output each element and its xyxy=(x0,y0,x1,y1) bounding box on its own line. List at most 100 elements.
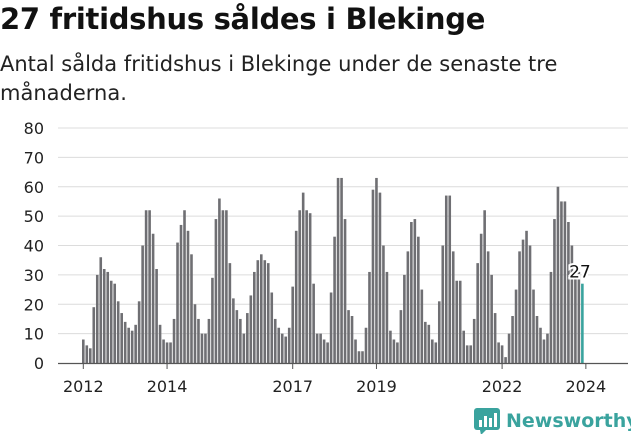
bar xyxy=(493,313,497,363)
bar xyxy=(326,342,329,363)
bar xyxy=(102,269,106,363)
x-tick-label: 2014 xyxy=(147,377,188,396)
y-tick-label: 0 xyxy=(34,354,44,373)
bar xyxy=(319,333,322,363)
y-tick-label: 40 xyxy=(24,237,44,256)
bar xyxy=(305,210,308,363)
bar xyxy=(263,260,267,363)
bar xyxy=(246,313,249,363)
bar xyxy=(535,316,539,363)
bar xyxy=(130,330,134,363)
bar xyxy=(385,271,389,363)
bar xyxy=(92,307,96,363)
bar xyxy=(490,274,493,363)
bar xyxy=(179,224,183,363)
bar xyxy=(322,339,326,363)
bar xyxy=(361,351,364,363)
bar xyxy=(193,304,197,363)
bar xyxy=(577,271,581,363)
bar xyxy=(455,280,459,363)
bar xyxy=(85,345,89,363)
y-tick-label: 80 xyxy=(24,119,44,138)
bar xyxy=(441,245,445,363)
newsworthy-brand: Newsworthy xyxy=(474,408,631,434)
bar xyxy=(549,271,553,363)
bar xyxy=(186,230,190,363)
annotations: 27 xyxy=(567,261,593,285)
bar xyxy=(88,348,92,363)
bar xyxy=(403,274,406,363)
bar xyxy=(392,339,396,363)
bar xyxy=(183,210,186,363)
bar xyxy=(427,324,431,363)
bar xyxy=(266,263,270,363)
bar xyxy=(273,318,277,363)
bar xyxy=(308,213,312,363)
bar xyxy=(116,301,120,363)
bar xyxy=(483,210,486,363)
bar xyxy=(312,283,315,363)
bar xyxy=(151,233,155,363)
bar xyxy=(389,330,392,363)
bar xyxy=(197,318,200,363)
chart-subtitle: Antal sålda fritidshus i Blekinge under … xyxy=(0,52,558,105)
y-tick-label: 50 xyxy=(24,207,44,226)
bar xyxy=(232,298,235,363)
bar xyxy=(95,274,99,363)
bar xyxy=(382,245,385,363)
bar xyxy=(280,333,284,363)
y-tick-label: 20 xyxy=(24,295,44,314)
bar xyxy=(357,351,361,363)
bar xyxy=(211,277,214,363)
y-tick-label: 30 xyxy=(24,266,44,285)
bar xyxy=(256,260,260,363)
bar xyxy=(200,333,204,363)
bar xyxy=(521,239,525,363)
bar xyxy=(354,339,357,363)
x-tick-label: 2022 xyxy=(482,377,523,396)
bar xyxy=(368,271,371,363)
bar xyxy=(315,333,319,363)
bar xyxy=(448,195,452,363)
bar xyxy=(511,316,514,363)
bar xyxy=(431,339,434,363)
bar xyxy=(144,210,148,363)
bar xyxy=(378,192,382,363)
bar xyxy=(514,289,518,363)
bar xyxy=(347,310,350,363)
bar xyxy=(99,257,103,363)
bar xyxy=(528,245,532,363)
bar xyxy=(434,342,438,363)
bar xyxy=(329,292,333,363)
bar xyxy=(486,251,490,363)
bar xyxy=(270,292,274,363)
bar xyxy=(410,222,413,363)
y-tick-label: 10 xyxy=(24,325,44,344)
bar xyxy=(567,222,570,363)
bar xyxy=(106,271,110,363)
bar xyxy=(214,219,218,363)
bar xyxy=(277,327,281,363)
bar xyxy=(158,324,162,363)
bar xyxy=(553,219,556,363)
bar xyxy=(218,198,221,363)
bar xyxy=(518,251,521,363)
bar xyxy=(413,219,417,363)
bar xyxy=(424,321,427,363)
bar xyxy=(539,327,542,363)
bar xyxy=(141,245,144,363)
bar xyxy=(462,330,466,363)
bar xyxy=(287,327,291,363)
bar xyxy=(109,280,113,363)
last-value-label: 27 xyxy=(569,263,591,283)
bar xyxy=(375,177,378,363)
bar xyxy=(120,313,123,363)
bar xyxy=(350,316,354,363)
bar xyxy=(532,289,535,363)
x-tick-label: 2017 xyxy=(272,377,313,396)
bar xyxy=(546,333,549,363)
bar xyxy=(137,301,141,363)
bar xyxy=(225,210,228,363)
bar xyxy=(396,342,399,363)
